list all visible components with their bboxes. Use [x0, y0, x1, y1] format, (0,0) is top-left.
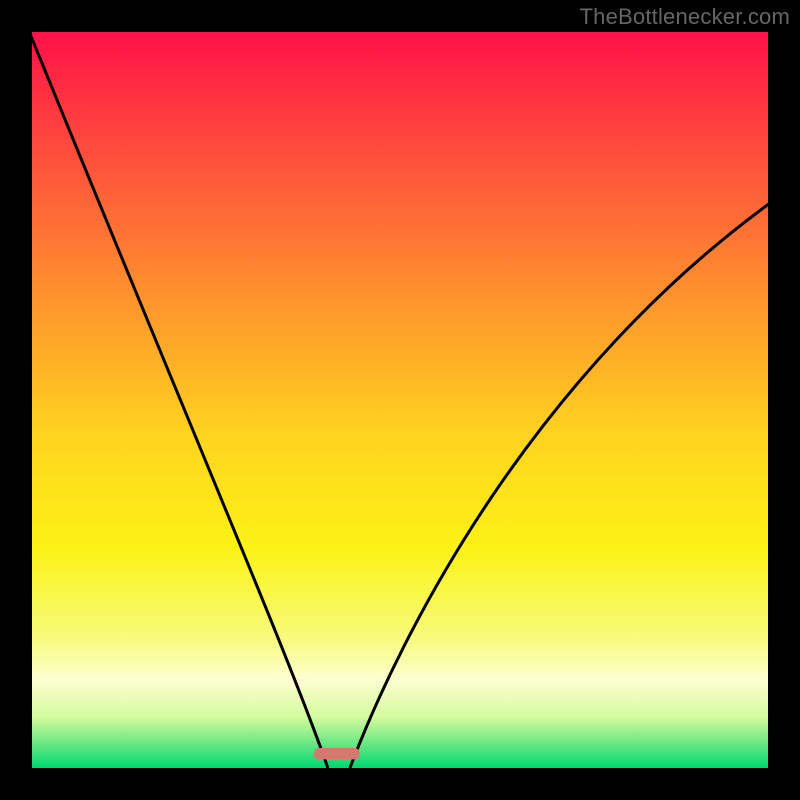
- minimum-marker: [314, 748, 360, 759]
- chart-plot-area: [32, 32, 768, 768]
- chart-svg: [32, 32, 768, 768]
- watermark-text: TheBottlenecker.com: [580, 4, 790, 30]
- chart-background: [32, 32, 768, 768]
